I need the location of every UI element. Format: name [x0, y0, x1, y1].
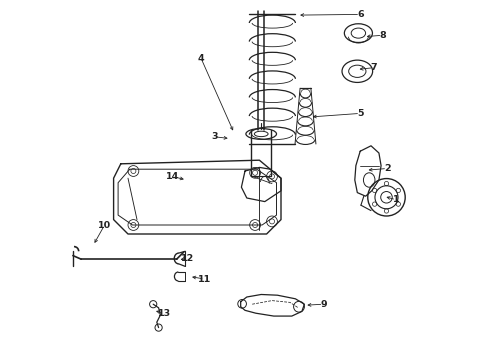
Text: 7: 7 — [370, 63, 377, 72]
Text: 10: 10 — [98, 220, 111, 230]
Text: 12: 12 — [181, 254, 194, 263]
Circle shape — [368, 179, 405, 216]
Text: 4: 4 — [198, 54, 204, 63]
Text: 2: 2 — [384, 164, 391, 173]
Text: 11: 11 — [198, 274, 211, 284]
Text: 14: 14 — [166, 172, 179, 181]
Text: 9: 9 — [320, 300, 327, 309]
Text: 8: 8 — [379, 31, 386, 40]
Text: 3: 3 — [211, 132, 218, 141]
Text: 5: 5 — [357, 109, 364, 118]
Text: 6: 6 — [357, 10, 364, 19]
Text: 1: 1 — [393, 195, 399, 204]
Text: 13: 13 — [157, 309, 171, 318]
